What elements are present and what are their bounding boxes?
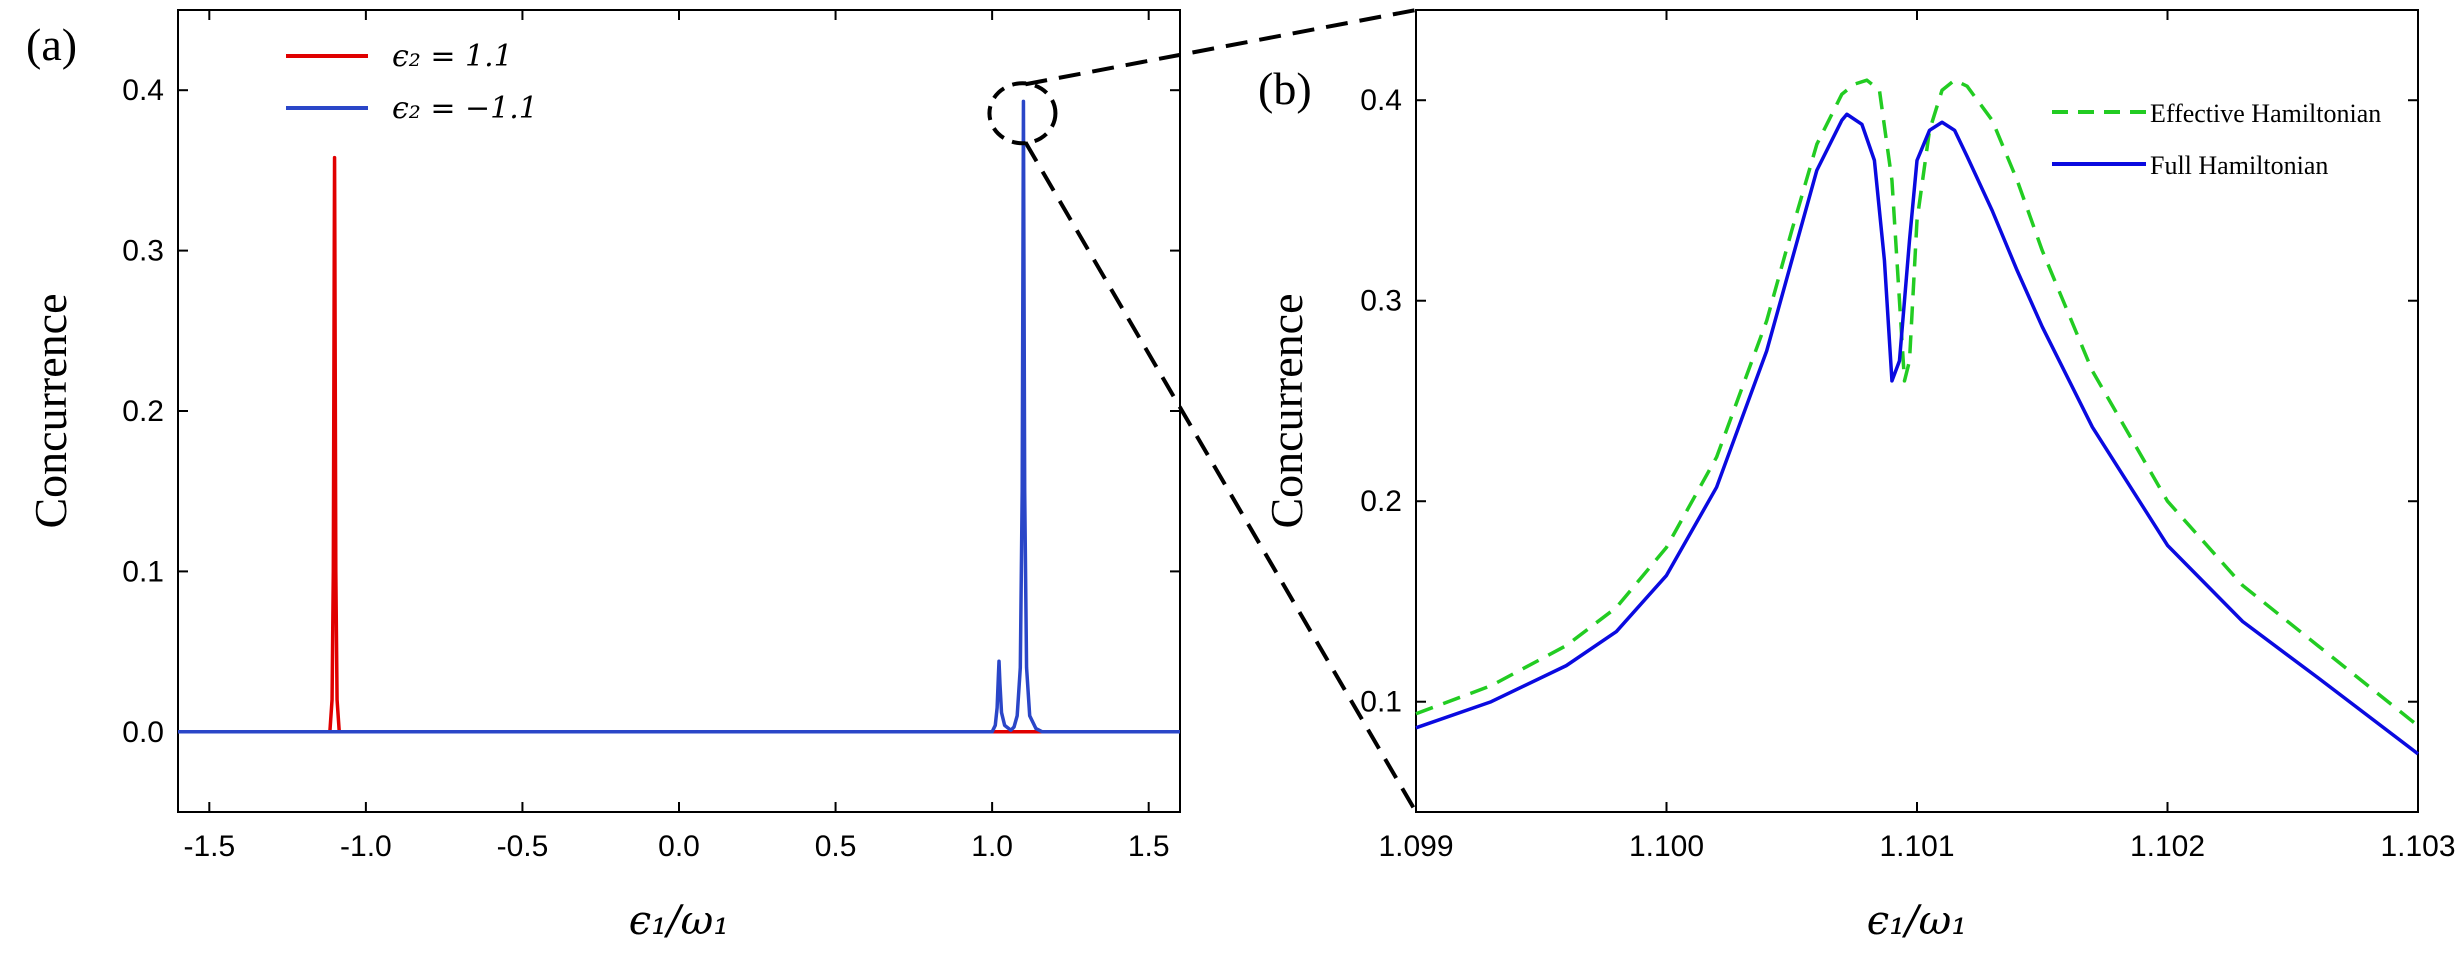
panel-b-x-tick-label: 1.103: [2380, 830, 2455, 863]
zoom-connector-top: [1025, 8, 1417, 87]
panel-b-x-tick-label: 1.099: [1378, 830, 1453, 863]
panel-b-y-tick-label: 0.3: [1360, 285, 1402, 318]
panel-a-y-tick-label: 0.4: [122, 74, 164, 107]
panel-b-x-tick-label: 1.100: [1629, 830, 1704, 863]
panel-a-x-tick-label: 0.0: [658, 830, 700, 863]
panel-a-y-tick-label: 0.3: [122, 235, 164, 268]
panel-b-x-axis-label: ϵ₁/ω₁: [1867, 898, 1968, 944]
panel-b-label: (b): [1258, 63, 1312, 114]
panel-a-x-ticks: -1.5 -1.0 -0.5 0.0 0.5 1.0 1.5: [183, 10, 1170, 863]
panel-a-x-tick-label: -1.0: [340, 830, 392, 863]
panel-a-legend: ϵ₂ = 1.1 ϵ₂ = −1.1: [286, 39, 538, 126]
legend-label-effective: Effective Hamiltonian: [2150, 99, 2381, 128]
legend-label-full: Full Hamiltonian: [2150, 151, 2328, 180]
panel-a-y-ticks: 0.0 0.1 0.2 0.3 0.4: [122, 74, 1180, 749]
panel-b: (b) 0.1 0.2 0.3 0.4 1.099 1.100 1.101 1.102 1.1…: [1258, 9, 2456, 944]
panel-b-series-line-1: [1415, 78, 2420, 728]
panel-a-y-tick-label: 0.1: [122, 555, 164, 588]
panel-b-series: [1415, 78, 2420, 756]
panel-a-series-line-1: [178, 155, 1180, 734]
panel-b-x-tick-label: 1.102: [2130, 830, 2205, 863]
panel-a-x-tick-label: -1.5: [183, 830, 235, 863]
panel-a: (a) 0.0 0.1 0.2 0.3 0.4 -1.5 -1.0 -0.5 0.0 0.5 1.…: [25, 9, 1181, 944]
panel-b-y-tick-label: 0.2: [1360, 485, 1402, 518]
panel-a-x-tick-label: -0.5: [497, 830, 549, 863]
zoom-connector-bottom: [1023, 141, 1418, 814]
panel-a-x-axis-label: ϵ₁/ω₁: [629, 898, 730, 944]
panel-a-y-tick-label: 0.0: [122, 716, 164, 749]
panel-b-y-tick-label: 0.4: [1360, 84, 1402, 117]
panel-a-y-axis-label: Concurrence: [25, 294, 76, 529]
panel-b-y-axis-label: Concurrence: [1261, 294, 1312, 529]
panel-b-x-tick-label: 1.101: [1879, 830, 1954, 863]
panel-a-x-tick-label: 0.5: [815, 830, 857, 863]
panel-b-x-ticks: 1.099 1.100 1.101 1.102 1.103: [1378, 10, 2456, 863]
panel-b-y-tick-label: 0.1: [1360, 686, 1402, 719]
panel-b-y-ticks: 0.1 0.2 0.3 0.4: [1360, 84, 2418, 719]
panel-b-frame: [1415, 9, 2419, 813]
panel-a-series-line-2: [178, 99, 1180, 734]
panel-b-series-line-2: [1415, 112, 2420, 756]
panel-b-legend: Effective Hamiltonian Full Hamiltonian: [2052, 99, 2381, 180]
legend-label-series-1: ϵ₂ = 1.1: [392, 39, 513, 74]
panel-a-y-tick-label: 0.2: [122, 395, 164, 428]
panel-a-x-tick-label: 1.0: [971, 830, 1013, 863]
panel-a-x-tick-label: 1.5: [1128, 830, 1170, 863]
panel-a-series: [178, 99, 1180, 734]
legend-label-series-2: ϵ₂ = −1.1: [392, 91, 538, 126]
zoom-connector-lines: [1023, 8, 1418, 814]
zoom-circle: [987, 81, 1058, 146]
panel-a-label: (a): [26, 19, 77, 70]
